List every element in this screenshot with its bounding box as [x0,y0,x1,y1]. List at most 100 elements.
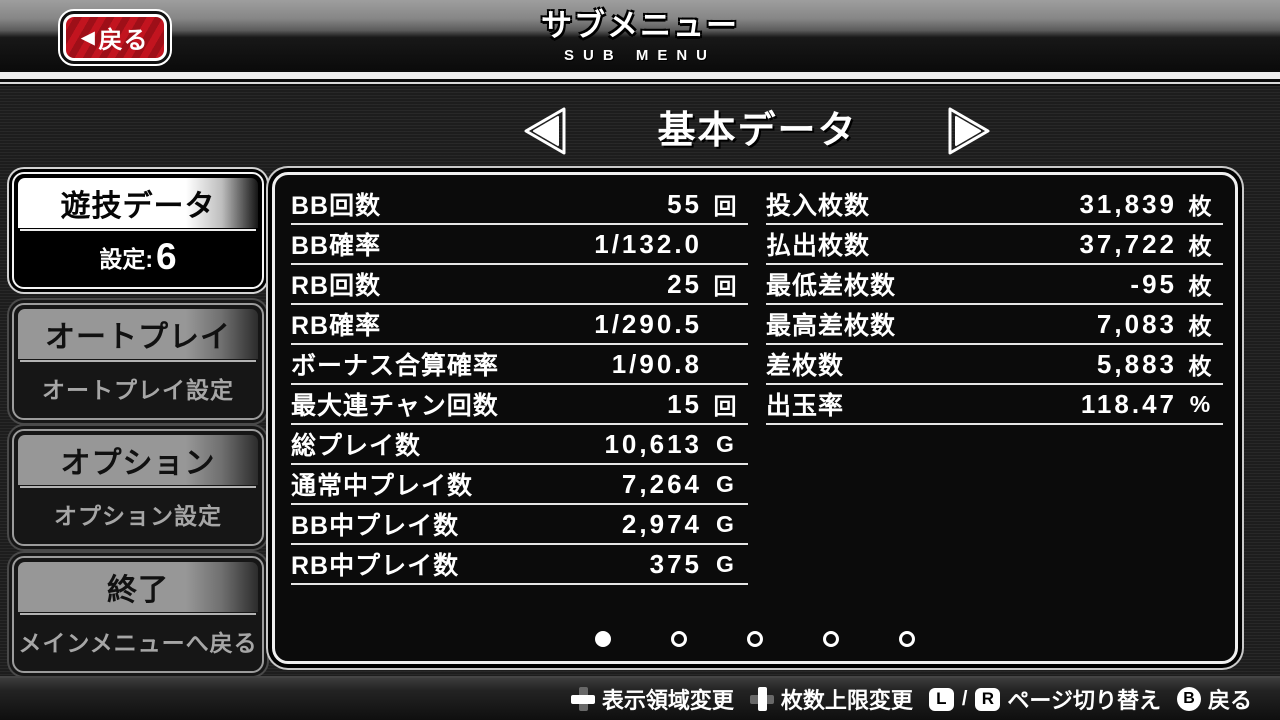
row-label: 出玉率 [766,392,845,420]
row-value: 5,883 [1096,348,1177,379]
data-columns: BB回数 55 回 BB確率 1/132.0 RB回数 25 回 RB確率 1/… [275,175,1235,585]
table-row: 最大連チャン回数 15 回 [291,385,748,425]
back-button-face: ◀ 戻る [63,14,167,61]
sidebar-item-divider [20,360,256,362]
row-label: RB中プレイ数 [291,552,460,580]
header-title-group: サブメニュー SUB MENU [0,7,1280,67]
row-label: RB回数 [291,272,382,300]
setting-value: 6 [156,236,177,277]
sidebar-item-divider [20,486,256,488]
row-value: 2,974 [621,508,702,539]
row-value: 1/90.8 [611,348,702,379]
pagination-dot-active [595,631,611,647]
hint-label: 枚数上限変更 [780,688,913,713]
table-row: RB確率 1/290.5 [291,305,748,345]
row-value: 31,839 [1079,188,1177,219]
table-row: 差枚数 5,883 枚 [766,345,1223,385]
row-label: RB確率 [291,312,382,340]
screen-subtitle: SUB MENU [563,47,716,64]
row-label: 投入枚数 [766,192,871,220]
table-row: 出玉率 118.47 % [766,385,1223,425]
sidebar-item-sublabel: オプション設定 [54,503,222,529]
pagination [275,631,1235,647]
pagination-dot [823,631,839,647]
row-label: 最高差枚数 [766,312,897,340]
hint-back: B 戻る [1176,683,1252,715]
pagination-dot [899,631,915,647]
sidebar-item-play-data[interactable]: 遊技データ 設定: 6 [12,172,264,289]
row-label: 最低差枚数 [766,272,897,300]
sidebar-item-options[interactable]: オプション オプション設定 [12,429,264,546]
row-value: 1/290.5 [594,308,702,339]
pagination-dot [671,631,687,647]
row-value: 15 [667,388,702,419]
dpad-left-right-icon [570,687,595,711]
table-row: BB回数 55 回 [291,185,748,225]
screen-title: サブメニュー [541,8,739,43]
hint-display-area: 表示領域変更 [570,683,734,715]
table-row: 投入枚数 31,839 枚 [766,185,1223,225]
dpad-up-down-icon [749,687,774,711]
sidebar-item-divider [20,613,256,615]
row-value: 10,613 [604,428,702,459]
sidebar-item-sublabel: 設定: 6 [18,233,258,281]
hint-label: ページ切り替え [1007,688,1161,713]
row-value: -95 [1130,268,1177,299]
data-column-right: 投入枚数 31,839 枚 払出枚数 37,722 枚 最低差枚数 -95 枚 … [766,185,1223,585]
prev-page-button[interactable] [519,104,569,158]
table-row: 最高差枚数 7,083 枚 [766,305,1223,345]
table-row: ボーナス合算確率 1/90.8 [291,345,748,385]
sidebar-item-autoplay[interactable]: オートプレイ オートプレイ設定 [12,303,264,420]
row-unit: G [716,470,734,497]
row-unit: 枚 [1188,193,1212,219]
data-column-left: BB回数 55 回 BB確率 1/132.0 RB回数 25 回 RB確率 1/… [291,185,748,585]
row-unit: 回 [713,393,737,419]
header-divider [0,72,1280,86]
sidebar-item-divider [20,229,256,231]
footer-bar: 表示領域変更 枚数上限変更 L / R ページ切り替え B 戻る [0,676,1280,720]
row-value: 25 [667,268,702,299]
hint-label: 戻る [1207,688,1252,713]
row-label: 払出枚数 [766,232,871,260]
hint-label: 表示領域変更 [601,688,734,713]
row-unit: G [716,430,734,457]
row-value: 7,083 [1096,308,1177,339]
header-bar: ◀ 戻る サブメニュー SUB MENU [0,0,1280,72]
sidebar-item-sublabel: オートプレイ設定 [42,377,234,403]
row-label: 通常中プレイ数 [291,472,474,500]
row-unit: G [716,510,734,537]
sidebar-item-label: 遊技データ [18,178,258,228]
row-value: 7,264 [621,468,702,499]
row-unit: % [1189,390,1211,417]
row-unit: 回 [713,193,737,219]
row-label: BB中プレイ数 [291,512,460,540]
row-label: ボーナス合算確率 [291,352,500,380]
row-value: 1/132.0 [594,228,702,259]
b-button-icon: B [1176,687,1201,711]
table-row: 総プレイ数 10,613 G [291,425,748,465]
row-unit: G [716,550,734,577]
table-row: 最低差枚数 -95 枚 [766,265,1223,305]
row-unit: 枚 [1188,233,1212,259]
row-unit: 枚 [1188,313,1212,339]
row-label: 総プレイ数 [291,432,422,460]
sidebar-item-label: オートプレイ [18,309,258,359]
row-value: 37,722 [1079,228,1177,259]
sidebar-item-exit[interactable]: 終了 メインメニューへ戻る [12,556,264,673]
row-unit: 回 [713,273,737,299]
row-unit: 枚 [1188,353,1212,379]
hint-page-switch: L / R ページ切り替え [928,683,1161,715]
sidebar-item-label: オプション [18,435,258,485]
table-row: 払出枚数 37,722 枚 [766,225,1223,265]
data-panel: BB回数 55 回 BB確率 1/132.0 RB回数 25 回 RB確率 1/… [272,172,1238,664]
row-unit: 枚 [1188,273,1212,299]
slash-separator: / [961,687,968,710]
table-row: RB中プレイ数 375 G [291,545,748,585]
setting-prefix: 設定: [99,246,154,272]
next-page-button[interactable] [945,104,995,158]
row-label: 差枚数 [766,352,845,380]
table-row: RB回数 25 回 [291,265,748,305]
back-button[interactable]: ◀ 戻る [58,9,172,66]
pagination-dot [747,631,763,647]
